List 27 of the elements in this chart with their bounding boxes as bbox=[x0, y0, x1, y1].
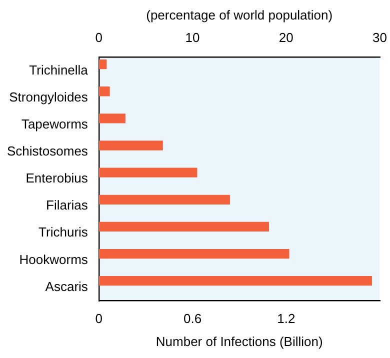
y-tick-label: Enterobius bbox=[26, 170, 88, 186]
y-tick-label: Strongyloides bbox=[9, 89, 88, 104]
bar bbox=[98, 222, 269, 232]
bar bbox=[98, 114, 126, 124]
bar bbox=[98, 140, 163, 150]
x2-axis-title: (percentage of world population) bbox=[146, 7, 333, 22]
bar bbox=[98, 59, 107, 70]
y-tick-label: Hookworms bbox=[19, 252, 88, 267]
x-tick-label: 0 bbox=[95, 311, 103, 326]
x-axis-title: Number of Infections (Billion) bbox=[156, 334, 323, 349]
x-tick-label: 0.6 bbox=[184, 311, 202, 326]
bar bbox=[98, 168, 198, 178]
bar bbox=[98, 248, 290, 259]
bar bbox=[98, 86, 110, 96]
x-tick-label: 1.2 bbox=[277, 311, 296, 326]
x2-tick-label: 10 bbox=[185, 30, 200, 45]
bar bbox=[98, 276, 372, 286]
x2-tick-label: 30 bbox=[372, 30, 388, 45]
bar bbox=[98, 194, 230, 204]
x2-tick-label: 0 bbox=[95, 30, 103, 45]
y-tick-label: Filarias bbox=[46, 198, 88, 213]
y-tick-label: Trichinella bbox=[29, 62, 89, 78]
x2-tick-label: 20 bbox=[278, 30, 294, 45]
y-tick-label: Tapeworms bbox=[21, 116, 88, 132]
y-tick-label: Trichuris bbox=[38, 224, 88, 240]
y-tick-label: Schistosomes bbox=[7, 144, 88, 159]
y-tick-label: Ascaris bbox=[45, 278, 88, 294]
